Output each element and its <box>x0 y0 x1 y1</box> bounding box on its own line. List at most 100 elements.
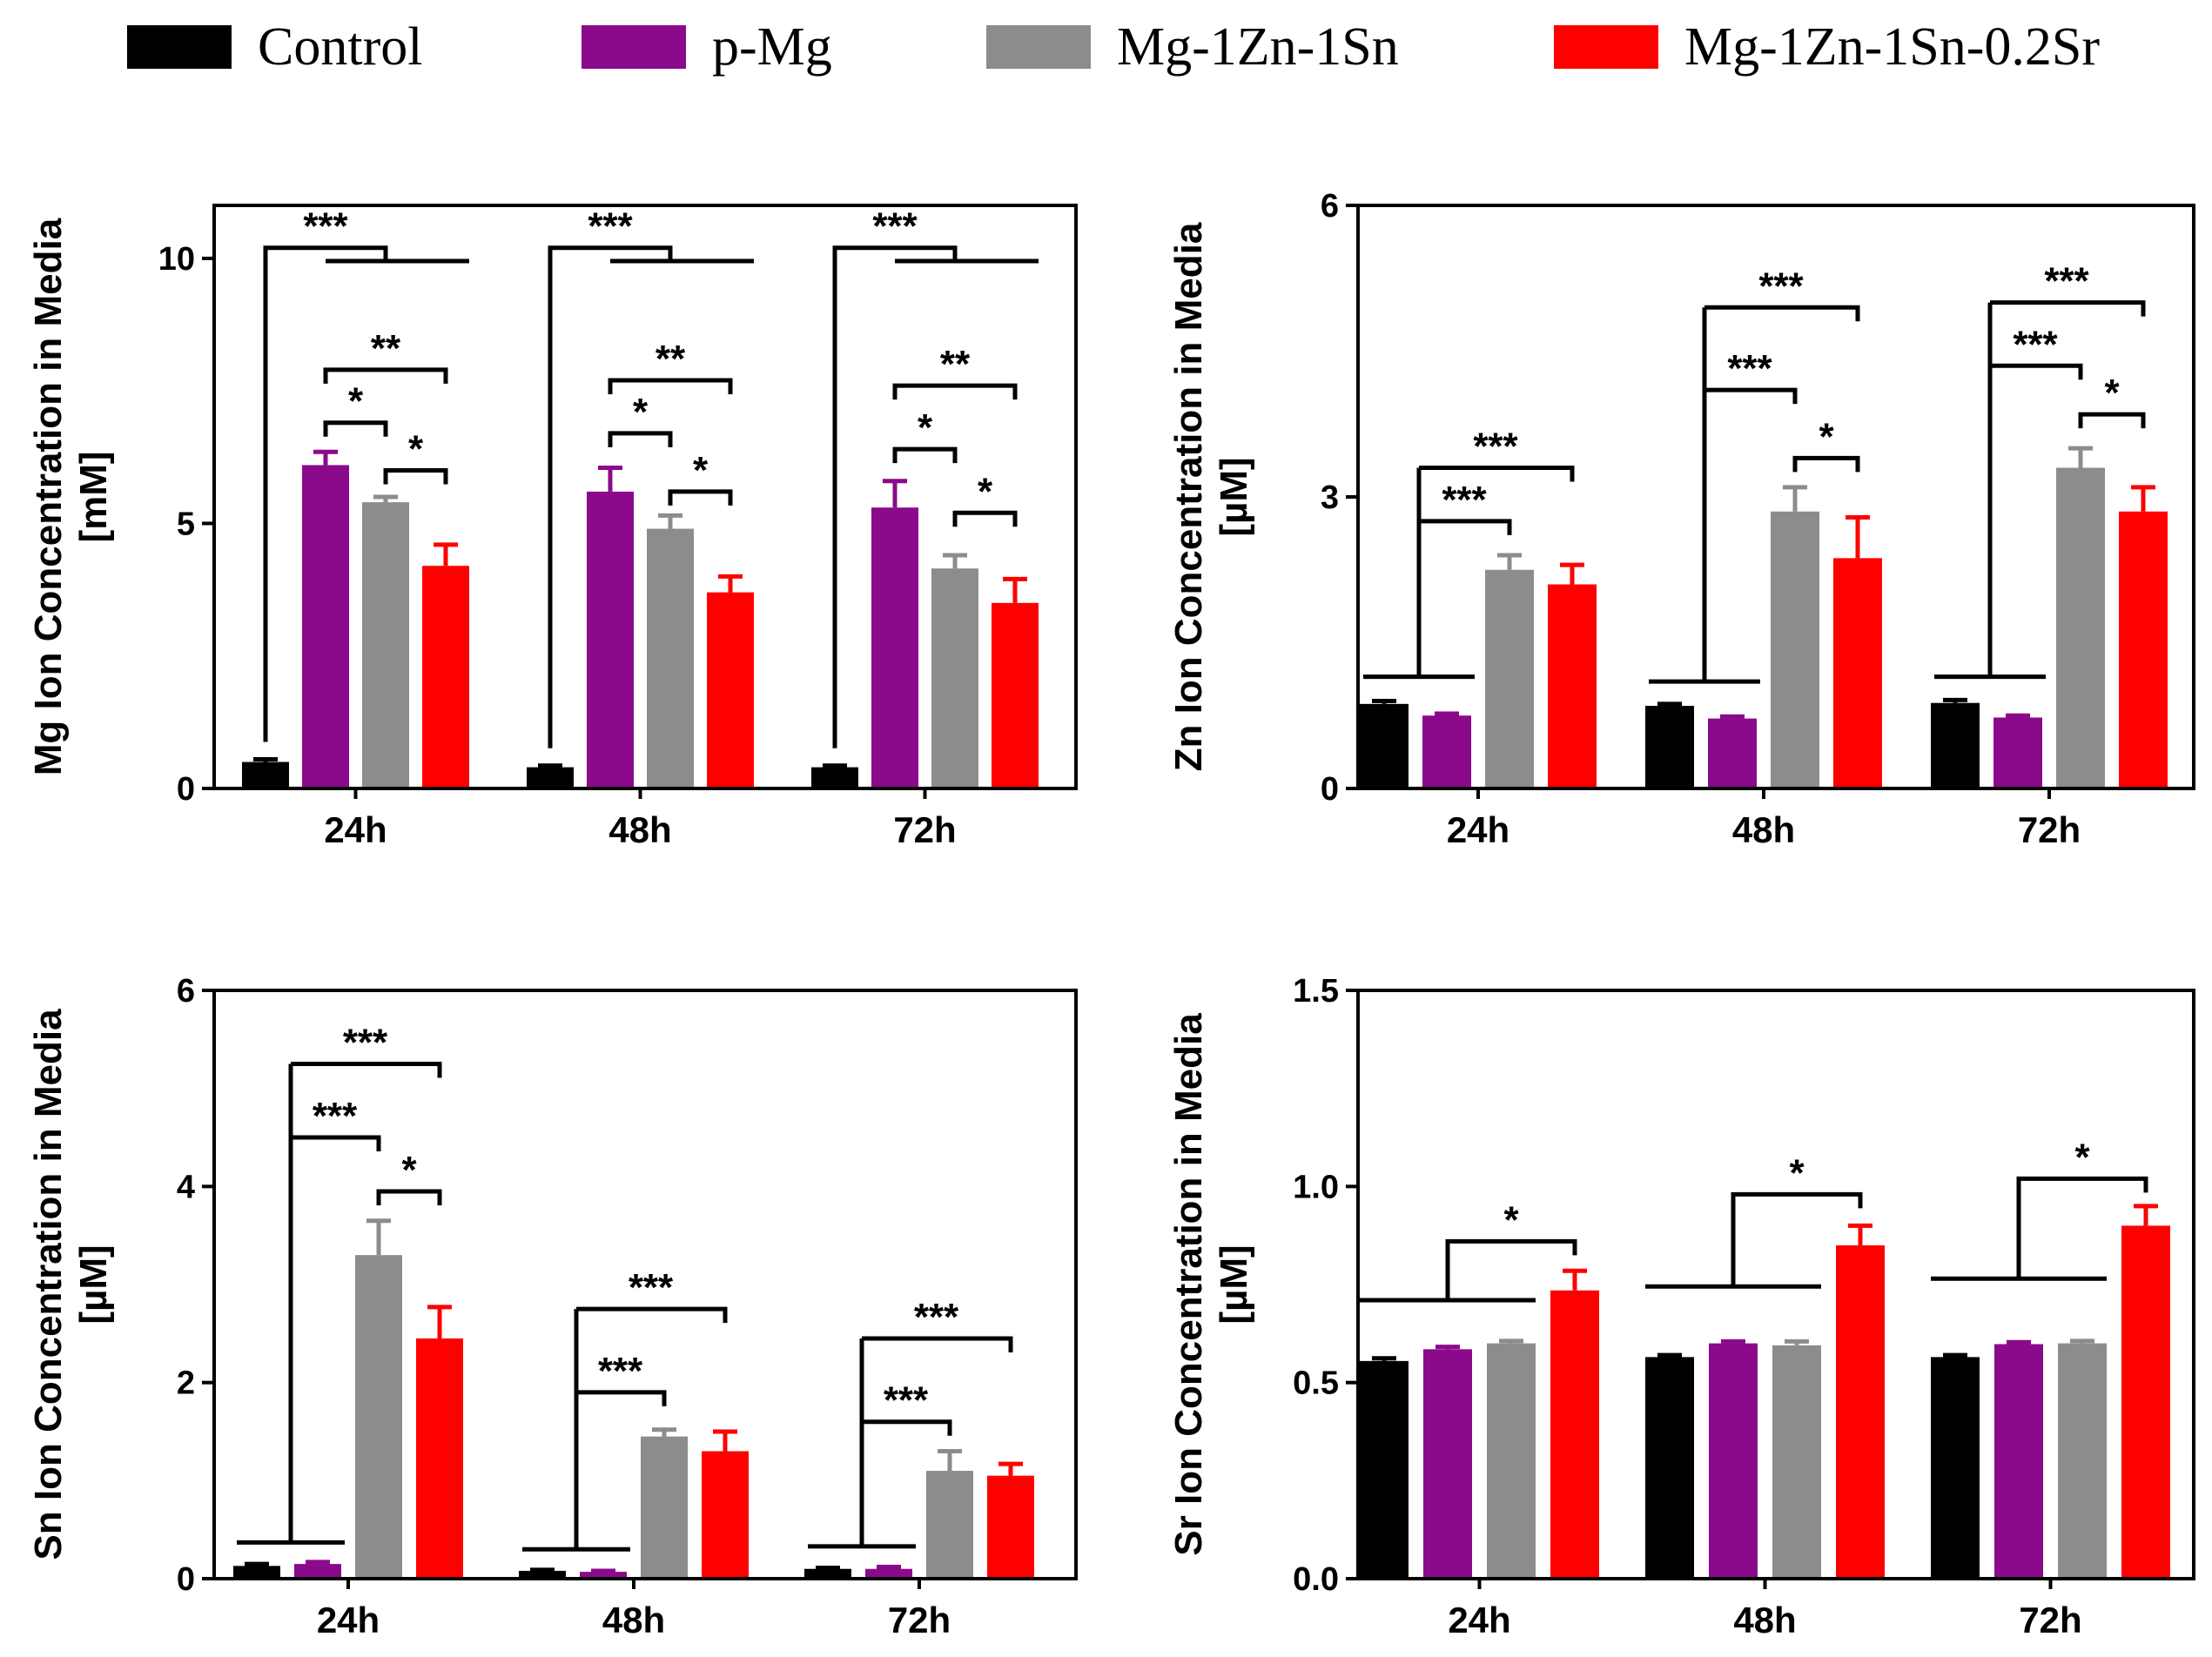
legend-swatch-mg-1zn-1sn-0-2sr <box>1554 25 1658 69</box>
legend-label-control: Control <box>258 17 423 77</box>
sig-sr-1-label: * <box>1789 1151 1805 1194</box>
sig-zn-0-top <box>1419 466 1575 482</box>
y-tick-label-sn-1: 2 <box>177 1365 195 1402</box>
sig-mg-3-line <box>383 468 448 485</box>
sig-mg-6: * <box>608 391 673 447</box>
x-tick-label-sn-72h: 72h <box>888 1600 951 1640</box>
sig-mg-0: *** <box>263 205 469 742</box>
sig-zn-1-label: *** <box>1727 347 1772 390</box>
sig-sn-0-label: *** <box>313 1095 358 1137</box>
x-tick-label-mg-24h: 24h <box>324 809 387 850</box>
sig-sn-0: *** *** <box>237 1022 442 1545</box>
sig-sn-1-line <box>376 1189 442 1205</box>
sig-zn-3-label: *** <box>2044 260 2089 303</box>
bar-mg-72h-2 <box>931 568 978 788</box>
sig-mg-11: * <box>952 470 1018 527</box>
y-tick-label-sr-1: 0.5 <box>1293 1365 1339 1402</box>
bar-sr-48h-2 <box>1772 1345 1821 1579</box>
y-tick-label-sr-3: 1.5 <box>1293 973 1339 1010</box>
legend-item-mg-1zn-1sn-0-2sr: Mg-1Zn-1Sn-0.2Sr <box>1554 17 2100 77</box>
x-tick-label-sr-72h: 72h <box>2019 1600 2081 1640</box>
sig-zn-1-label: *** <box>1758 265 1804 307</box>
bar-sr-48h-0 <box>1645 1357 1694 1579</box>
sig-mg-1: ** <box>323 327 448 384</box>
bar-mg-72h-1 <box>871 507 918 788</box>
bar-mg-48h-0 <box>527 767 574 788</box>
sig-sn-0-top <box>291 1062 442 1078</box>
sig-sn-2: *** *** <box>522 1266 728 1552</box>
bar-zn-72h-1 <box>1993 717 2042 788</box>
sig-sr-2-label: * <box>2074 1136 2090 1178</box>
bar-sn-48h-1 <box>580 1572 627 1579</box>
legend-item-control: Control <box>127 17 423 77</box>
sig-sn-3-label: *** <box>914 1296 959 1338</box>
y-axis-unit-mg: [mM] <box>72 451 115 542</box>
sig-mg-10: * <box>892 406 958 464</box>
bar-sn-48h-2 <box>641 1436 688 1579</box>
y-tick-label-sn-2: 4 <box>177 1169 195 1205</box>
legend-swatch-p-mg <box>582 25 686 69</box>
bar-mg-72h-3 <box>992 602 1039 788</box>
bar-zn-24h-0 <box>1360 703 1409 788</box>
bar-sr-48h-1 <box>1709 1343 1758 1579</box>
bar-zn-72h-0 <box>1931 702 1980 788</box>
sig-mg-5-label: ** <box>656 338 686 380</box>
bar-mg-48h-1 <box>587 491 634 788</box>
sig-zn-0-label: *** <box>1473 426 1518 468</box>
sig-zn-1-top <box>1704 305 1860 322</box>
legend-item-mg-1zn-1sn: Mg-1Zn-1Sn <box>986 17 1399 77</box>
legend-item-p-mg: p-Mg <box>582 17 832 77</box>
sig-sn-3: *** *** <box>808 1296 1013 1549</box>
sig-mg-10-label: * <box>918 406 933 449</box>
sig-sn-3-mid <box>862 1419 952 1436</box>
y-tick-label-sr-0: 0.0 <box>1293 1561 1339 1598</box>
y-tick-label-mg-1: 5 <box>177 506 195 542</box>
bar-zn-72h-3 <box>2119 511 2168 788</box>
sig-sn-0-label: *** <box>343 1022 388 1064</box>
sig-zn-1-mid <box>1704 387 1798 405</box>
sig-sn-1: * <box>376 1149 442 1205</box>
bar-sn-24h-1 <box>294 1564 341 1579</box>
bar-sn-72h-3 <box>987 1475 1034 1579</box>
bar-sn-24h-3 <box>416 1338 463 1579</box>
sig-mg-4-line <box>548 245 673 748</box>
bar-mg-72h-0 <box>811 767 858 788</box>
bar-zn-48h-2 <box>1771 511 1819 788</box>
y-axis-label-mg: Mg Ion Concentration in Media <box>27 218 70 775</box>
axes-frame-mg <box>212 204 1078 790</box>
sig-zn-3: *** *** <box>1934 260 2146 680</box>
sig-zn-3-top <box>1990 300 2146 317</box>
bar-mg-24h-0 <box>242 761 289 788</box>
chart-sn: 0 2 4 6 24h 48h 72h Sn Ion Concentration in Med… <box>27 973 1078 1640</box>
sig-mg-6-label: * <box>633 391 649 433</box>
sig-sn-2-mid <box>576 1390 667 1406</box>
bar-zn-48h-1 <box>1708 718 1757 788</box>
sig-mg-11-label: * <box>978 470 993 513</box>
chart-zn: 0 3 6 24h 48h 72h Zn Ion Concentration in Medi… <box>1167 188 2195 850</box>
bar-sn-24h-0 <box>233 1566 280 1579</box>
y-axis-label-zn: Zn Ion Concentration in Media <box>1167 222 1210 771</box>
x-tick-label-zn-72h: 72h <box>2018 809 2081 850</box>
sig-zn-2-label: * <box>1819 415 1834 458</box>
sig-mg-2: * <box>323 380 388 437</box>
sig-mg-3-label: * <box>408 428 424 471</box>
axes-frame-sr <box>1356 989 2195 1580</box>
sig-mg-7-line <box>668 489 733 506</box>
sig-mg-4-label: *** <box>588 205 633 248</box>
sig-sr-1-line <box>1731 1191 1863 1287</box>
x-tick-label-sr-48h: 48h <box>1733 1600 1796 1640</box>
sig-mg-1-line <box>323 367 448 384</box>
bar-sr-72h-3 <box>2121 1225 2170 1579</box>
sig-mg-11-line <box>952 510 1018 527</box>
sig-sn-2-label: *** <box>598 1350 643 1392</box>
y-tick-label-sr-2: 1.0 <box>1293 1169 1339 1205</box>
sig-mg-0-line <box>263 245 388 742</box>
sig-sn-3-label: *** <box>884 1379 929 1422</box>
sig-zn-3-mid <box>1990 363 2083 380</box>
sig-sn-3-top <box>862 1336 1013 1352</box>
bar-sn-48h-3 <box>702 1451 749 1579</box>
bar-sr-24h-2 <box>1487 1343 1536 1579</box>
bar-zn-48h-3 <box>1833 558 1882 788</box>
y-tick-label-zn-0: 0 <box>1321 771 1339 808</box>
bar-zn-72h-2 <box>2056 467 2105 788</box>
